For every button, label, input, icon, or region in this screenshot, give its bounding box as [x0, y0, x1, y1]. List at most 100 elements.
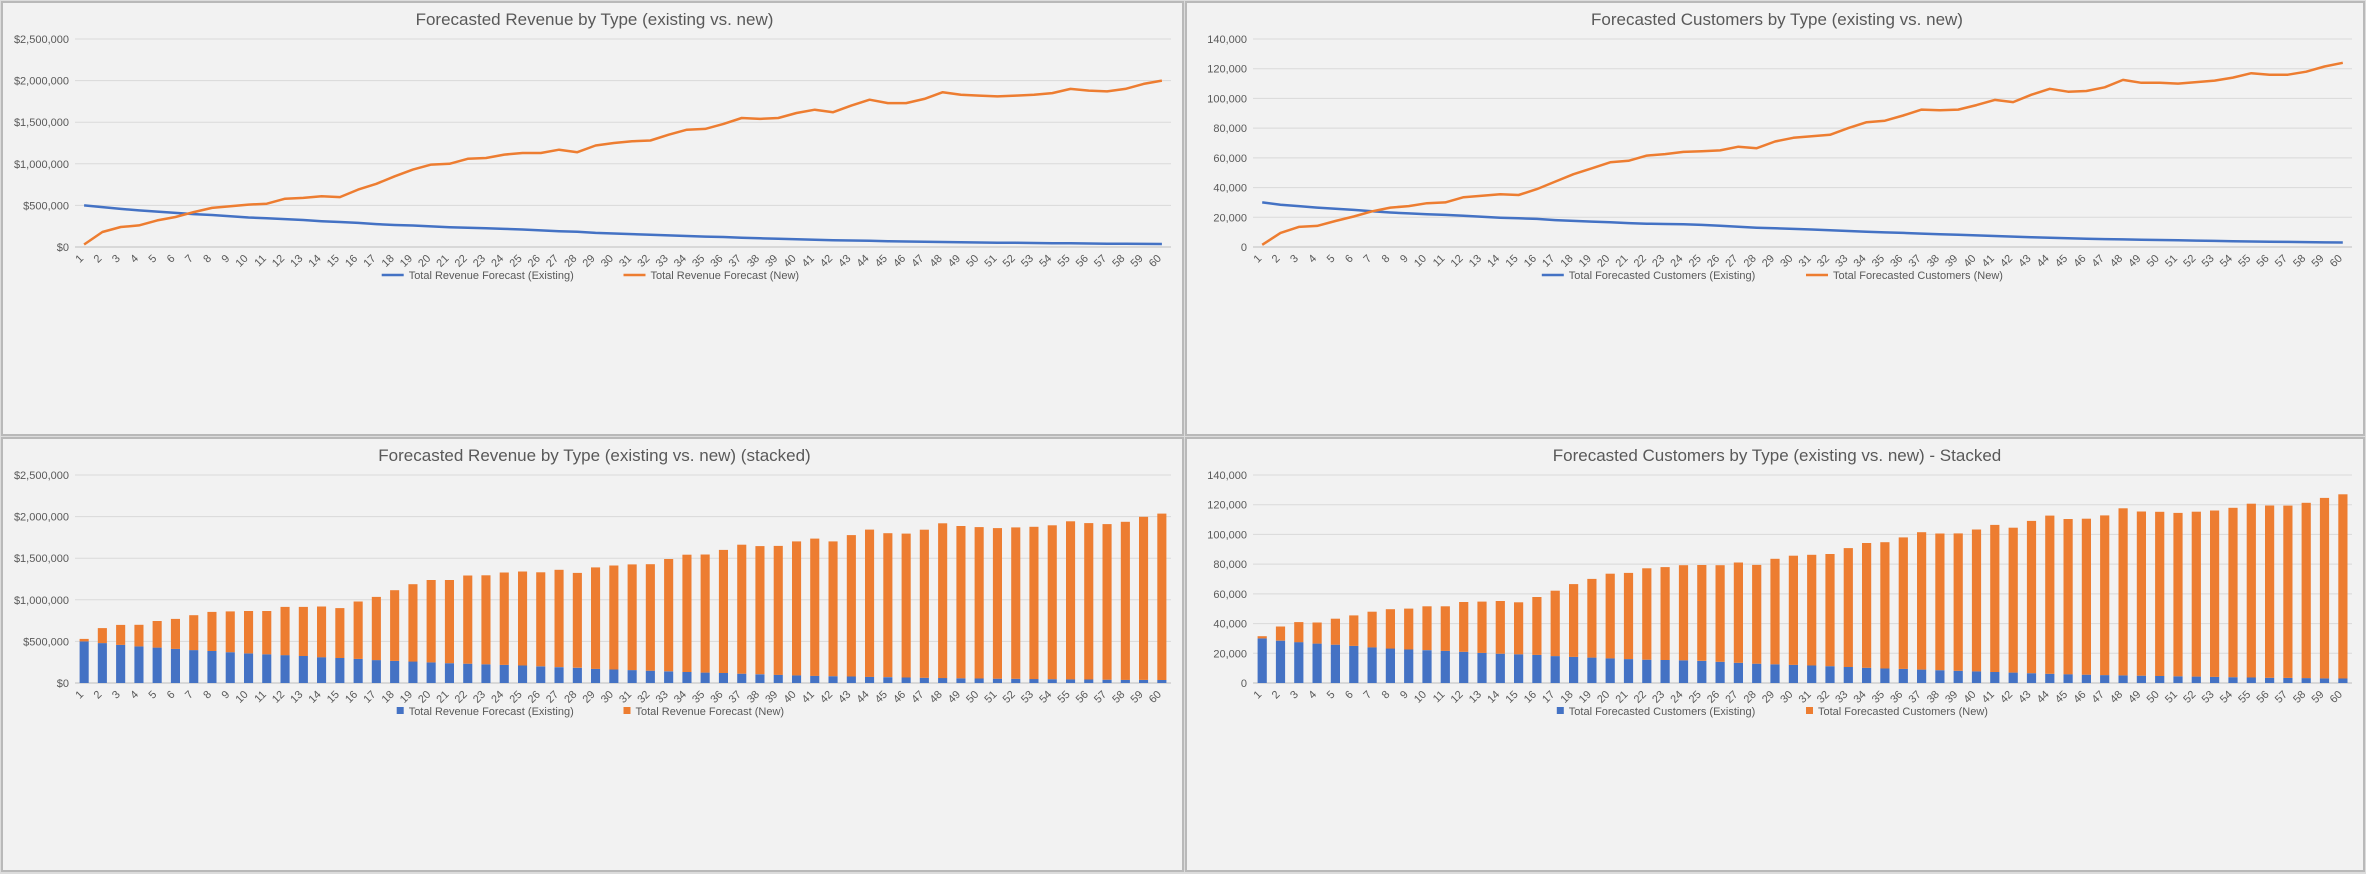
- bar-existing[interactable]: [2338, 678, 2348, 684]
- bar-existing[interactable]: [1120, 679, 1130, 683]
- bar-existing[interactable]: [737, 673, 747, 683]
- bar-existing[interactable]: [1843, 667, 1853, 683]
- bar-new[interactable]: [1990, 524, 2000, 672]
- bar-new[interactable]: [572, 572, 582, 668]
- bar-new[interactable]: [1459, 602, 1469, 652]
- chart-panel-customers-stacked[interactable]: Forecasted Customers by Type (existing v…: [1185, 437, 2365, 872]
- bar-new[interactable]: [2155, 511, 2165, 676]
- bar-new[interactable]: [170, 618, 180, 649]
- bar-existing[interactable]: [645, 670, 655, 683]
- bar-existing[interactable]: [682, 672, 692, 683]
- bar-new[interactable]: [280, 606, 290, 656]
- bar-existing[interactable]: [1770, 664, 1780, 683]
- bar-new[interactable]: [536, 572, 546, 667]
- bar-existing[interactable]: [1587, 657, 1597, 683]
- bar-new[interactable]: [1367, 611, 1377, 648]
- bar-existing[interactable]: [116, 644, 126, 683]
- bar-existing[interactable]: [956, 678, 966, 683]
- bar-existing[interactable]: [207, 651, 217, 683]
- legend-item-new[interactable]: Total Revenue Forecast (New): [623, 270, 800, 282]
- bar-existing[interactable]: [974, 678, 984, 684]
- bar-existing[interactable]: [1660, 660, 1670, 683]
- bar-new[interactable]: [353, 601, 363, 659]
- bar-new[interactable]: [1294, 622, 1304, 643]
- bar-existing[interactable]: [1697, 660, 1707, 683]
- bar-new[interactable]: [1047, 525, 1057, 680]
- bar-existing[interactable]: [1752, 663, 1762, 683]
- bar-existing[interactable]: [2173, 676, 2183, 683]
- bar-new[interactable]: [901, 533, 911, 678]
- bar-new[interactable]: [1953, 533, 1963, 671]
- bar-existing[interactable]: [1550, 656, 1560, 683]
- bar-new[interactable]: [846, 535, 856, 677]
- bar-new[interactable]: [444, 580, 454, 664]
- bar-new[interactable]: [1029, 526, 1039, 680]
- bar-new[interactable]: [116, 624, 126, 645]
- bar-existing[interactable]: [1715, 661, 1725, 683]
- bar-existing[interactable]: [2191, 676, 2201, 683]
- bar-existing[interactable]: [2118, 675, 2128, 683]
- bar-existing[interactable]: [718, 673, 728, 683]
- bar-existing[interactable]: [481, 664, 491, 683]
- bar-existing[interactable]: [536, 666, 546, 683]
- bar-existing[interactable]: [1990, 672, 2000, 683]
- bar-new[interactable]: [1569, 584, 1579, 657]
- bar-existing[interactable]: [170, 648, 180, 683]
- bar-existing[interactable]: [1953, 670, 1963, 683]
- bar-existing[interactable]: [1642, 659, 1652, 683]
- bar-existing[interactable]: [1349, 645, 1359, 683]
- bar-new[interactable]: [1898, 537, 1908, 669]
- bar-new[interactable]: [134, 624, 144, 647]
- bar-new[interactable]: [1752, 564, 1762, 664]
- bar-existing[interactable]: [1294, 642, 1304, 683]
- bar-new[interactable]: [1139, 516, 1149, 680]
- bar-new[interactable]: [1862, 543, 1872, 668]
- bar-existing[interactable]: [1047, 679, 1057, 683]
- bar-new[interactable]: [2173, 512, 2183, 677]
- bar-existing[interactable]: [1971, 671, 1982, 683]
- bar-existing[interactable]: [1404, 649, 1414, 683]
- bar-new[interactable]: [1422, 606, 1432, 651]
- series-line-new[interactable]: [83, 79, 1163, 246]
- bar-new[interactable]: [335, 608, 345, 658]
- bar-existing[interactable]: [463, 663, 473, 683]
- bar-existing[interactable]: [2246, 677, 2256, 684]
- bar-existing[interactable]: [1385, 648, 1395, 684]
- bar-existing[interactable]: [1788, 664, 1798, 683]
- bar-new[interactable]: [1587, 578, 1597, 658]
- bar-new[interactable]: [317, 606, 327, 658]
- chart-panel-customers-line[interactable]: Forecasted Customers by Type (existing v…: [1185, 1, 2365, 436]
- bar-new[interactable]: [645, 564, 655, 671]
- bar-new[interactable]: [1935, 533, 1945, 671]
- legend-item-new[interactable]: Total Forecasted Customers (New): [1806, 270, 2003, 282]
- bar-existing[interactable]: [810, 675, 820, 683]
- legend-item-new[interactable]: Total Forecasted Customers (New): [1806, 706, 1988, 718]
- bar-existing[interactable]: [1935, 670, 1945, 683]
- series-line-existing[interactable]: [1262, 201, 2343, 244]
- bar-existing[interactable]: [2155, 676, 2165, 683]
- bar-existing[interactable]: [2081, 674, 2091, 683]
- bar-existing[interactable]: [846, 676, 856, 684]
- bar-new[interactable]: [1257, 636, 1267, 639]
- bar-new[interactable]: [2045, 515, 2055, 674]
- bar-new[interactable]: [244, 611, 254, 654]
- bar-existing[interactable]: [1422, 650, 1432, 683]
- bar-existing[interactable]: [1605, 658, 1615, 683]
- bar-existing[interactable]: [298, 656, 308, 683]
- series-line-existing[interactable]: [83, 204, 1162, 246]
- bar-new[interactable]: [700, 554, 710, 673]
- bar-existing[interactable]: [627, 670, 637, 683]
- bar-existing[interactable]: [609, 669, 619, 684]
- bar-new[interactable]: [1605, 573, 1615, 659]
- bar-existing[interactable]: [1532, 654, 1542, 683]
- bar-new[interactable]: [2063, 519, 2073, 675]
- bar-existing[interactable]: [1459, 651, 1469, 683]
- bar-new[interactable]: [2338, 494, 2348, 679]
- bar-existing[interactable]: [1862, 667, 1872, 683]
- bar-existing[interactable]: [1102, 679, 1112, 683]
- bar-new[interactable]: [1514, 602, 1524, 655]
- bar-existing[interactable]: [1367, 647, 1377, 683]
- bar-new[interactable]: [262, 611, 272, 655]
- bar-existing[interactable]: [2319, 678, 2330, 683]
- bar-existing[interactable]: [1569, 656, 1579, 683]
